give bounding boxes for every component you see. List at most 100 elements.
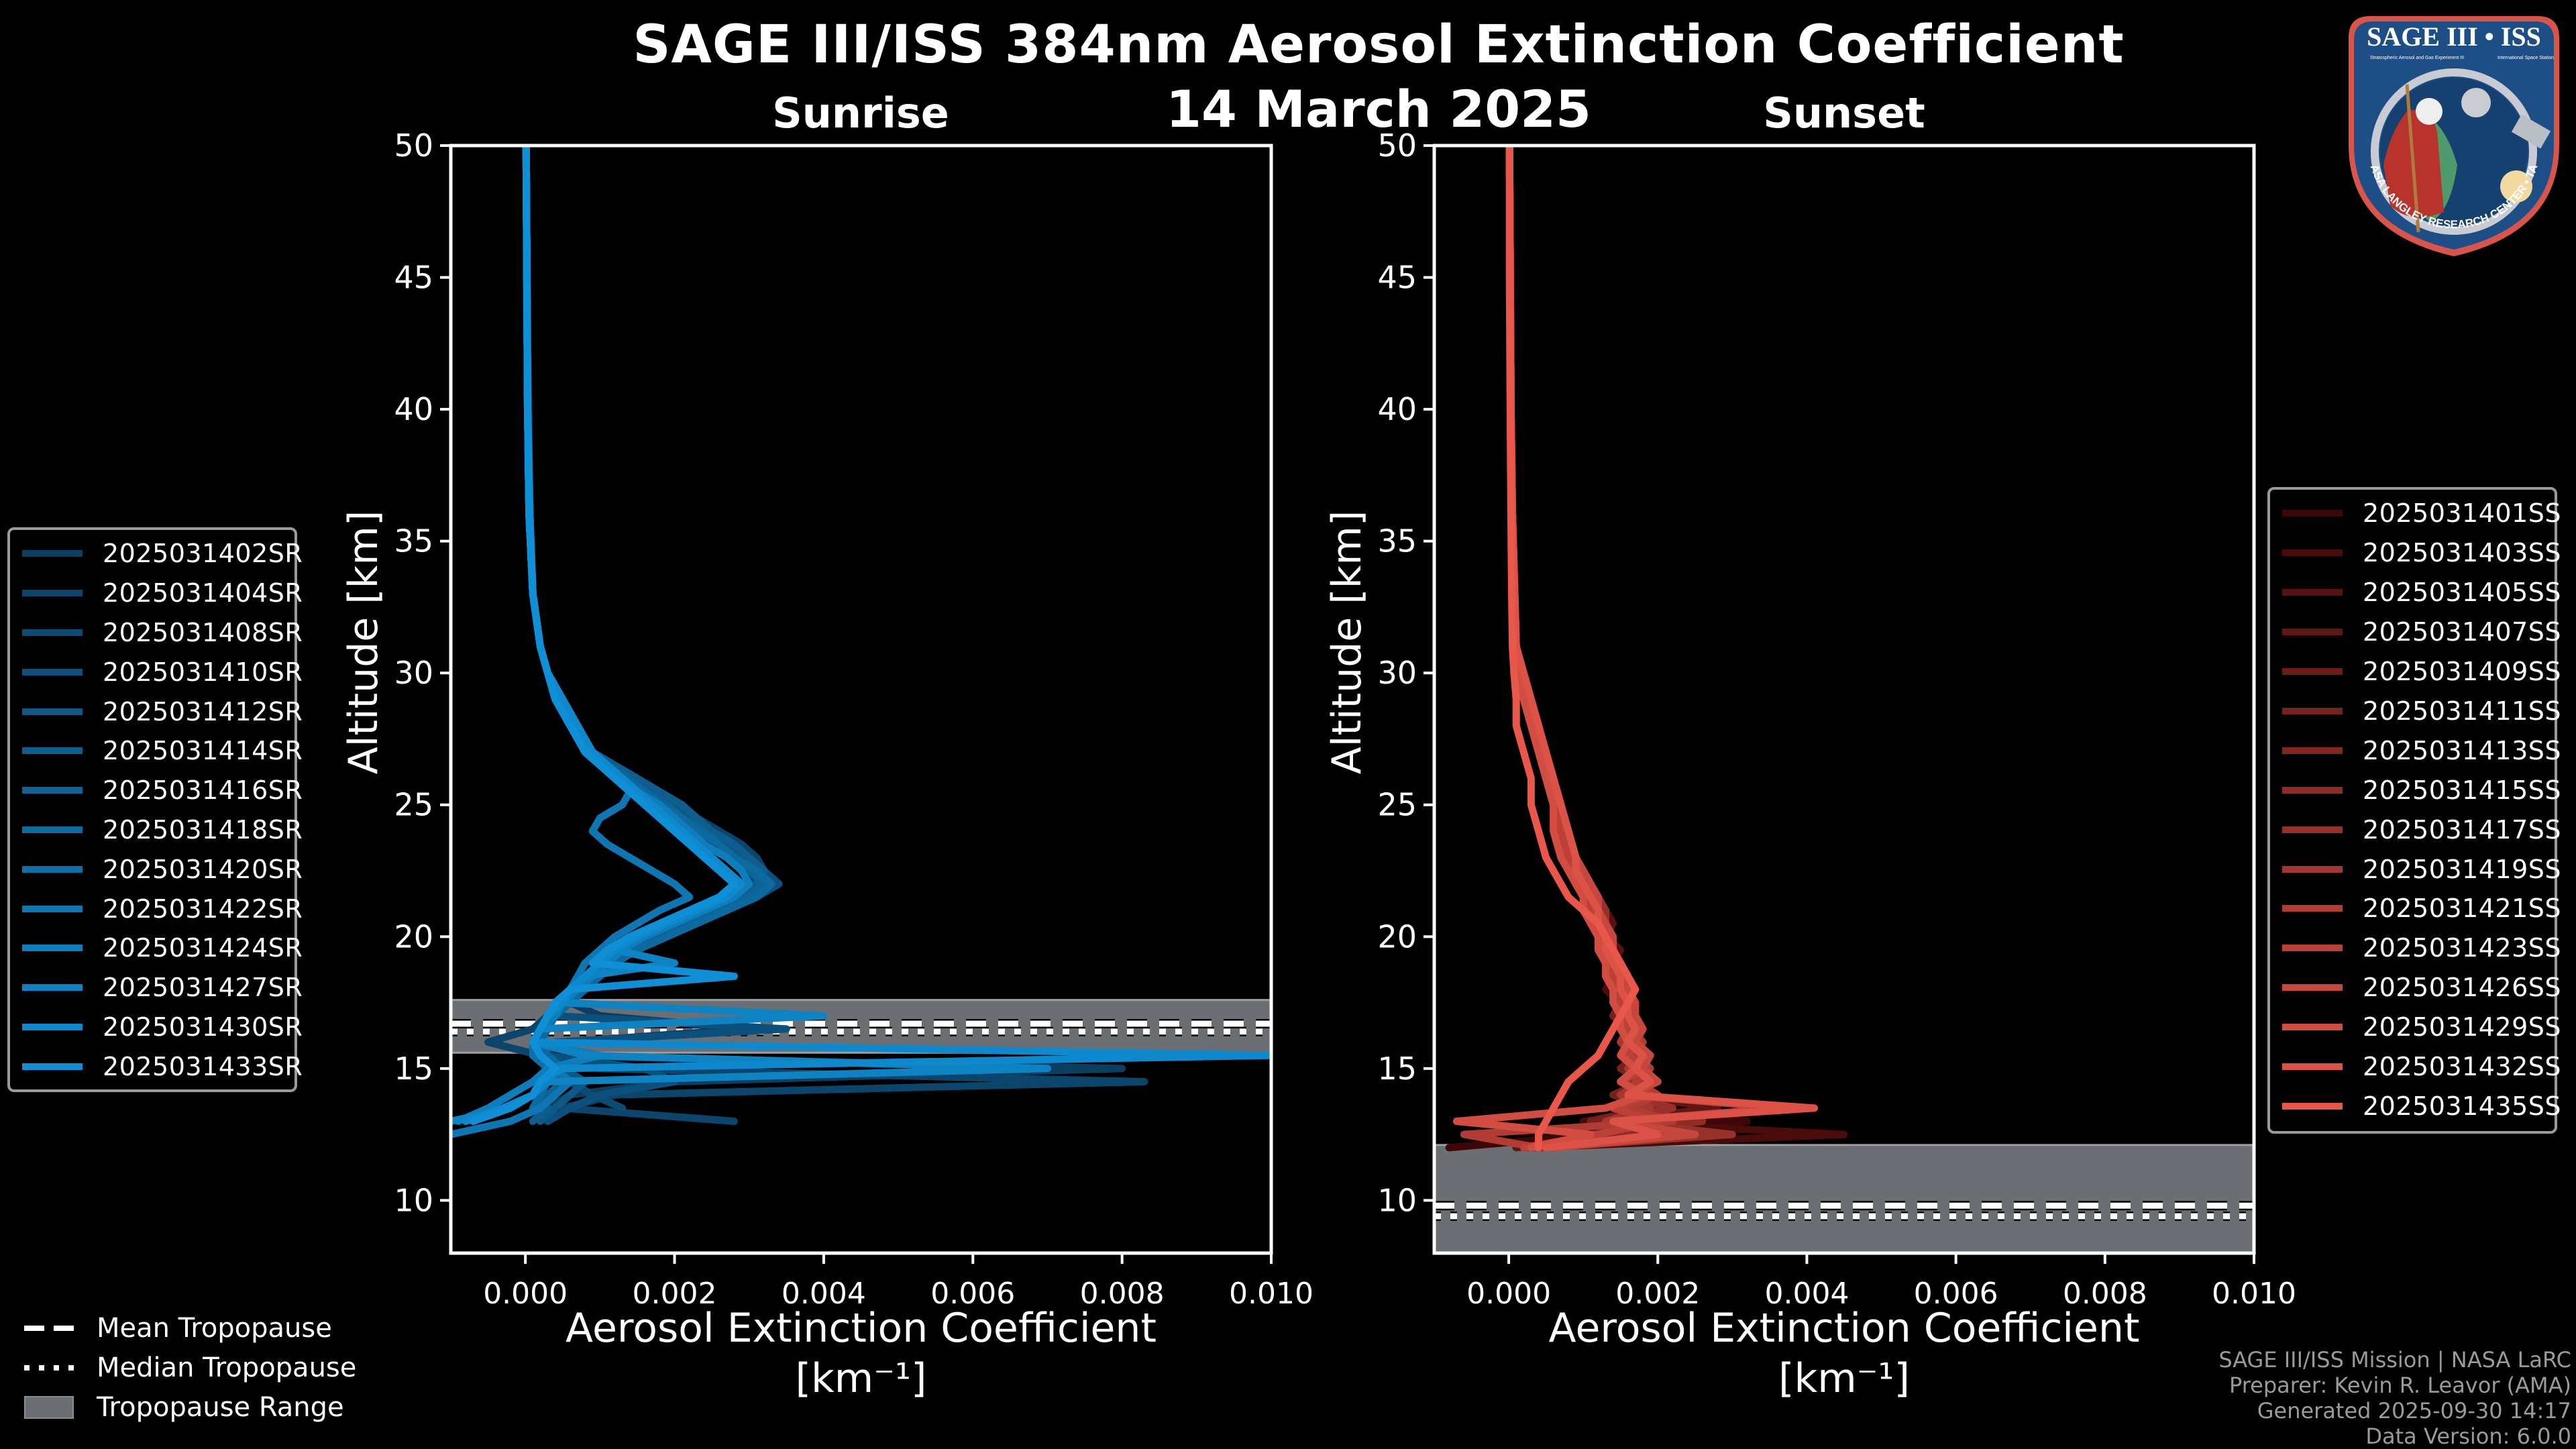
logo-subtitle-iss: International Space Station <box>2498 56 2554 60</box>
plot-frame <box>1432 144 2256 1255</box>
legend-line-swatch <box>22 1023 83 1030</box>
x-tick-label: 0.000 <box>1466 1277 1551 1311</box>
y-tick-label: 35 <box>1377 523 1417 559</box>
legend-item-2025031402SR: 2025031402SR <box>10 534 303 574</box>
legend-line-swatch <box>22 668 83 676</box>
legend-item-2025031405SS: 2025031405SS <box>2270 573 2561 612</box>
y-tick-label: 45 <box>1377 260 1417 296</box>
legend-line-swatch <box>22 747 83 755</box>
legend-item-2025031410SR: 2025031410SR <box>10 652 303 692</box>
sunrise-plot: 10 15 20 25 30 35 40 45 50 0.000 0.002 0.004 0.006 0.… <box>340 127 1313 1402</box>
legend-line-swatch <box>2282 1024 2343 1031</box>
legend-item-2025031407SS: 2025031407SS <box>2270 612 2561 652</box>
legend-label: 2025031429SS <box>2363 1012 2562 1042</box>
legend-line-swatch <box>22 905 83 912</box>
legend-item-2025031432SS: 2025031432SS <box>2270 1047 2561 1087</box>
legend-line-swatch <box>2282 1102 2343 1110</box>
legend-label: 2025031405SS <box>2363 578 2562 608</box>
legend-line-swatch <box>22 590 83 597</box>
legend-line-swatch <box>22 550 83 557</box>
legend-label: 2025031408SR <box>103 617 303 647</box>
legend-line-swatch <box>2282 549 2343 557</box>
legend-item-2025031435SS: 2025031435SS <box>2270 1087 2561 1126</box>
legend-item-2025031433SR: 2025031433SR <box>10 1046 303 1086</box>
y-tick-label: 25 <box>1377 787 1417 823</box>
legend-line-swatch <box>22 826 83 833</box>
legend-label: 2025031413SS <box>2363 735 2562 765</box>
legend-median-tropopause: Median Tropopause <box>24 1348 356 1387</box>
x-axis-units: [km⁻¹] <box>1778 1355 1910 1402</box>
legend-line-swatch <box>2282 747 2343 754</box>
legend-item-2025031414SR: 2025031414SR <box>10 731 303 771</box>
tropopause-legend: Mean Tropopause Median Tropopause Tropop… <box>24 1308 356 1427</box>
profile-line-2025031429SS <box>1452 146 1647 1152</box>
tropopause-group <box>1434 1144 2254 1253</box>
footer-mission: SAGE III/ISS Mission | NASA LaRC <box>2218 1347 2571 1373</box>
legend-line-swatch <box>22 629 83 636</box>
profile-line-2025031415SS <box>1505 146 1707 1152</box>
profile-line-2025031433SR <box>469 146 738 1125</box>
band-swatch-icon <box>24 1395 74 1419</box>
x-axis-label: Aerosol Extinction Coefficient <box>566 1305 1157 1352</box>
footer-version: Data Version: 6.0.0 <box>2365 1424 2571 1449</box>
legend-line-swatch <box>2282 905 2343 912</box>
sunset-panel-title: Sunset <box>1763 89 1925 138</box>
legend-line-swatch <box>2282 826 2343 833</box>
y-tick-label: 15 <box>394 1051 433 1087</box>
legend-label: 2025031420SR <box>103 854 303 884</box>
legend-label: 2025031423SS <box>2363 933 2562 963</box>
y-tick-label: 20 <box>394 918 433 955</box>
legend-line-swatch <box>22 945 83 952</box>
y-tick-label: 20 <box>1377 918 1417 955</box>
legend-line-swatch <box>2282 668 2343 676</box>
legend-label: 2025031419SS <box>2363 854 2562 884</box>
footer-preparer: Preparer: Kevin R. Leavor (AMA) <box>2229 1373 2571 1398</box>
legend-line-swatch <box>22 1063 83 1070</box>
y-tick-label: 30 <box>394 655 433 691</box>
legend-item-2025031415SS: 2025031415SS <box>2270 770 2561 810</box>
legend-line-swatch <box>2282 589 2343 596</box>
logo-iss-icon <box>2511 114 2551 149</box>
legend-label: Mean Tropopause <box>97 1312 332 1344</box>
legend-label: 2025031404SR <box>103 578 303 608</box>
legend-line-swatch <box>2282 707 2343 714</box>
footer-generated: Generated 2025-09-30 14:17 <box>2257 1398 2571 1424</box>
y-tick-label: 50 <box>1377 127 1417 164</box>
x-tick-label: 0.000 <box>483 1277 568 1311</box>
legend-label: 2025031433SR <box>103 1051 303 1081</box>
profile-lines <box>451 146 1271 1138</box>
y-tick-label: 10 <box>1377 1182 1417 1218</box>
chart-date-title: 14 March 2025 <box>1166 79 1591 139</box>
legend-mean-tropopause: Mean Tropopause <box>24 1308 356 1348</box>
legend-item-2025031417SS: 2025031417SS <box>2270 810 2561 849</box>
legend-label: 2025031411SS <box>2363 696 2562 726</box>
logo-ring <box>2371 68 2537 235</box>
legend-label: 2025031426SS <box>2363 973 2562 1003</box>
footer-credits: SAGE III/ISS Mission | NASA LaRC Prepare… <box>2218 1347 2571 1449</box>
legend-item-2025031418SR: 2025031418SR <box>10 810 303 850</box>
legend-label: 2025031407SS <box>2363 617 2562 647</box>
legend-item-2025031422SR: 2025031422SR <box>10 889 303 928</box>
logo-subtitle: Stratospheric Aerosol and Gas Experiment… <box>2370 56 2464 60</box>
legend-item-2025031416SR: 2025031416SR <box>10 771 303 810</box>
legend-label: 2025031421SS <box>2363 894 2562 924</box>
legend-label: 2025031418SR <box>103 814 303 845</box>
legend-label: 2025031430SR <box>103 1012 303 1042</box>
plot-frame <box>449 144 1273 1255</box>
profile-line-2025031435SS <box>1505 146 1640 1152</box>
legend-line-swatch <box>2282 865 2343 873</box>
y-tick-label: 10 <box>394 1182 433 1218</box>
legend-label: 2025031409SS <box>2363 657 2562 687</box>
x-tick-label: 0.008 <box>1080 1277 1165 1311</box>
y-tick-label: 30 <box>1377 655 1417 691</box>
sunset-plot: 10 15 20 25 30 35 40 45 50 0.000 0.002 0.004 0.006 0.… <box>1324 127 2296 1402</box>
legend-line-swatch <box>2282 629 2343 636</box>
legend-label: 2025031415SS <box>2363 775 2562 805</box>
legend-label: 2025031410SR <box>103 657 303 687</box>
x-tick-label: 0.008 <box>2063 1277 2147 1311</box>
logo-sun-icon <box>2500 170 2532 203</box>
legend-label: Tropopause Range <box>97 1391 344 1423</box>
y-tick-label: 50 <box>394 127 433 164</box>
x-tick-label: 0.004 <box>1764 1277 1849 1311</box>
legend-item-2025031424SR: 2025031424SR <box>10 928 303 968</box>
